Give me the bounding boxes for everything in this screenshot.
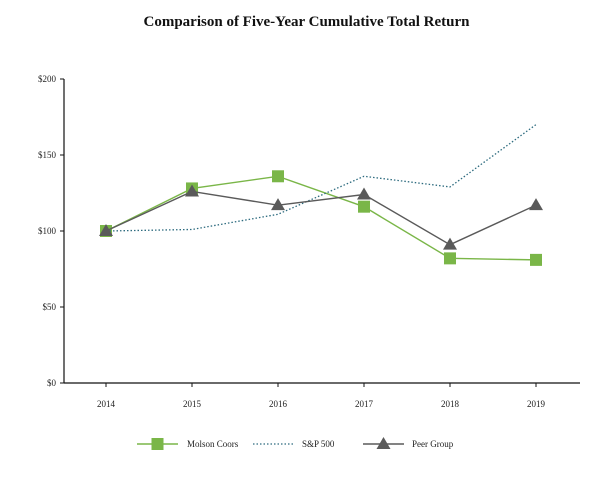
legend-item-peer-group: Peer Group [363,437,454,449]
x-tick-label: 2018 [441,399,460,409]
data-point-peer-group [357,187,371,200]
x-tick-label: 2015 [183,399,202,409]
series-peer-group [99,184,543,250]
x-tick-label: 2016 [269,399,288,409]
series-line-s-p-500 [105,124,537,232]
data-point-peer-group [443,237,457,250]
data-point-molson-coors [444,252,456,265]
chart-title: Comparison of Five-Year Cumulative Total… [143,14,470,30]
series-line-peer-group [105,190,537,246]
legend-marker-molson-coors [151,438,164,450]
series-line-molson-coors [105,175,537,261]
y-tick-label: $100 [38,226,57,236]
y-tick-label: $150 [38,150,57,160]
y-tick-label: $50 [43,302,57,312]
axes: $0 $50 $100 $150 $200 2014 2015 2016 2017 2018 201… [38,74,580,409]
x-tick-label: 2017 [355,399,374,409]
legend-item-s-p-500: S&P 500 [253,439,335,449]
x-tick-label: 2014 [97,399,116,409]
y-tick-label: $200 [38,74,57,84]
y-tick-label: $0 [47,378,57,388]
data-point-peer-group [271,198,285,211]
data-point-molson-coors [358,200,370,213]
data-point-peer-group [529,198,543,211]
data-point-molson-coors [530,253,542,266]
legend-label-molson-coors: Molson Coors [187,439,239,449]
data-point-peer-group [185,184,199,197]
legend-label-s-p-500: S&P 500 [302,439,335,449]
data-point-peer-group [99,224,113,236]
legend-marker-peer-group [376,437,391,449]
data-point-molson-coors [272,170,284,183]
legend: Molson Coors S&P 500 Peer Group [137,437,454,450]
series-s-p-500 [105,124,537,232]
series-layer [99,124,543,266]
x-tick-label: 2019 [527,399,546,409]
legend-item-molson-coors: Molson Coors [137,438,239,450]
legend-label-peer-group: Peer Group [412,439,454,449]
series-molson-coors [100,170,542,266]
